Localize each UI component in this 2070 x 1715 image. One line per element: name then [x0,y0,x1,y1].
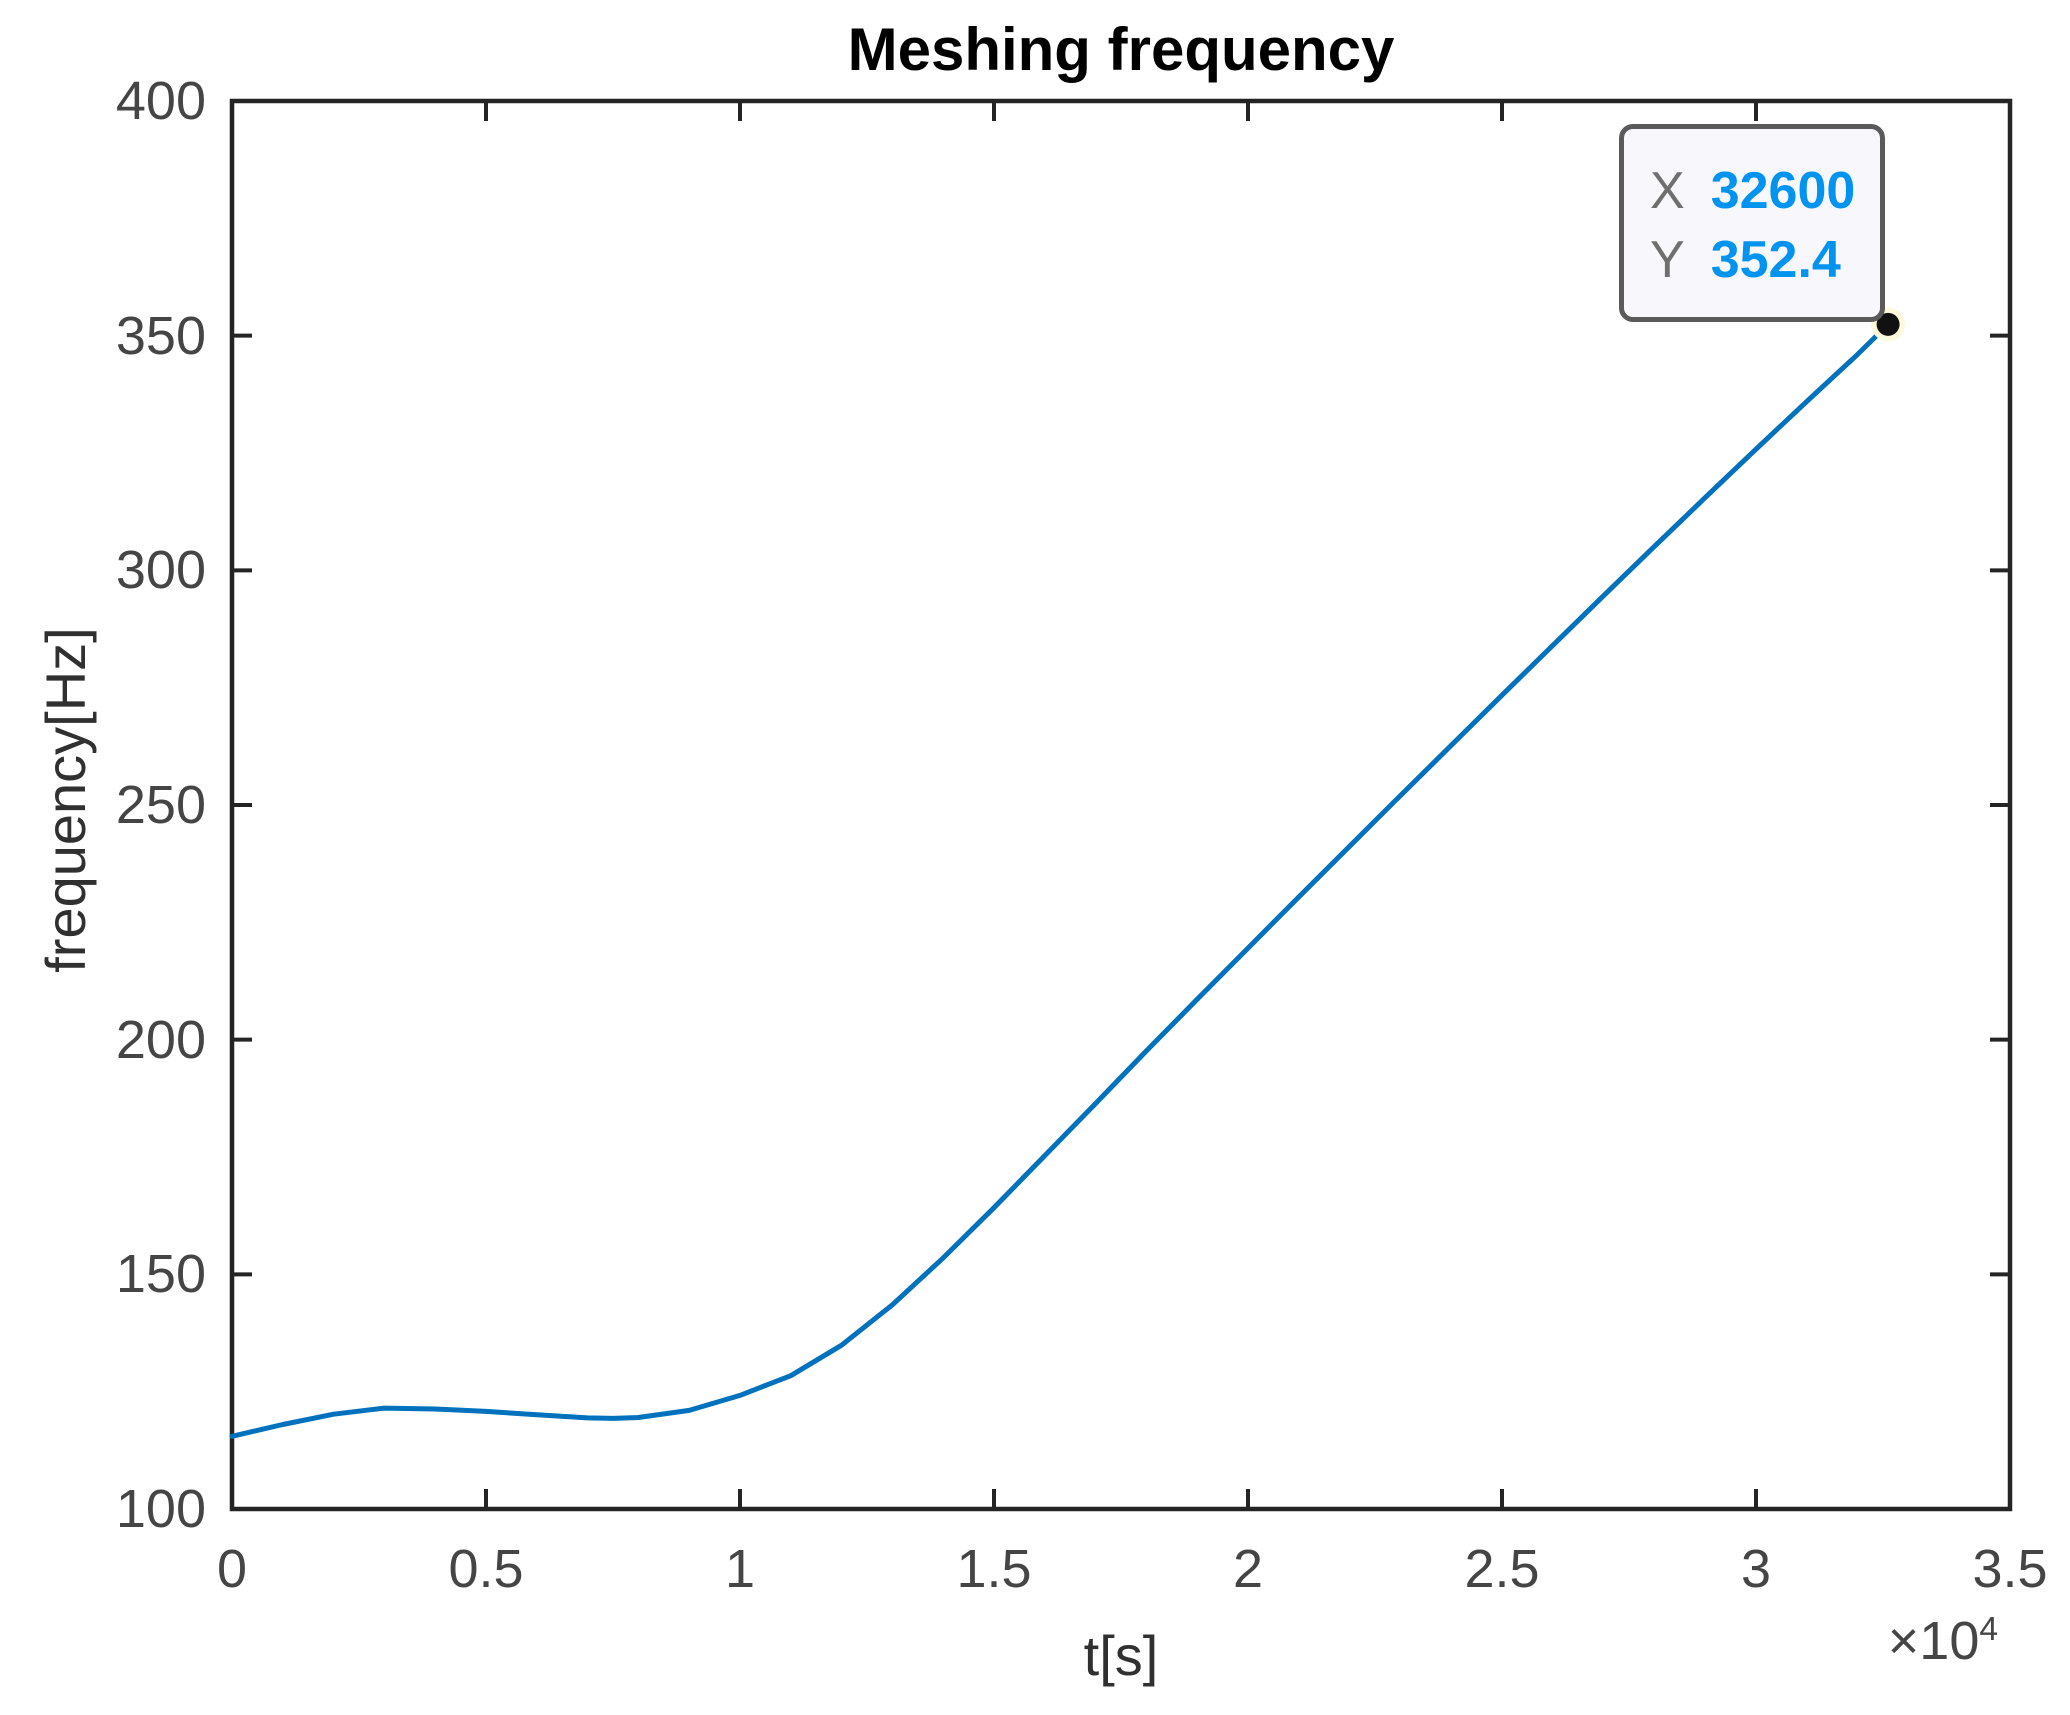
datatip-x-label: X [1650,162,1685,220]
y-tick-label: 400 [115,71,206,131]
x-tick-label: 2.5 [1464,1539,1540,1599]
frequency-curve[interactable] [229,321,1891,1439]
x-tick-label: 3.5 [1972,1539,2048,1599]
datatip-y-row: Y 352.4 [1650,226,1880,295]
exponent-base: ×10 [1887,1611,1980,1671]
y-tick-label: 200 [115,1009,206,1070]
x-axis-label: t[s] [1083,1624,1159,1687]
y-axis-label: frequency[Hz] [34,627,97,973]
x-tick-label: 0 [216,1539,248,1599]
y-tick-label: 300 [115,540,206,601]
datatip-y-label: Y [1650,231,1685,289]
chart-title: Meshing frequency [847,16,1395,83]
y-tick-label: 350 [115,305,206,366]
datatip-x-value: 32600 [1710,162,1856,220]
datatip[interactable]: X 32600 Y 352.4 [1619,124,1885,322]
x-tick-label: 0.5 [448,1539,524,1599]
datatip-y-value: 352.4 [1710,231,1841,289]
y-tick-label: 150 [115,1244,206,1305]
x-tick-label: 1.5 [956,1539,1032,1599]
x-tick-label: 2 [1232,1539,1264,1599]
x-tick-label: 3 [1740,1539,1772,1599]
x-tick-label: 1 [724,1539,756,1599]
datatip-marker[interactable] [1876,312,1900,336]
datatip-x-row: X 32600 [1650,157,1880,226]
y-tick-label: 250 [115,775,206,835]
exponent-power: 4 [1979,1611,1998,1648]
x-axis-exponent: ×104 [1888,1612,1998,1670]
y-tick-label: 100 [115,1479,206,1539]
